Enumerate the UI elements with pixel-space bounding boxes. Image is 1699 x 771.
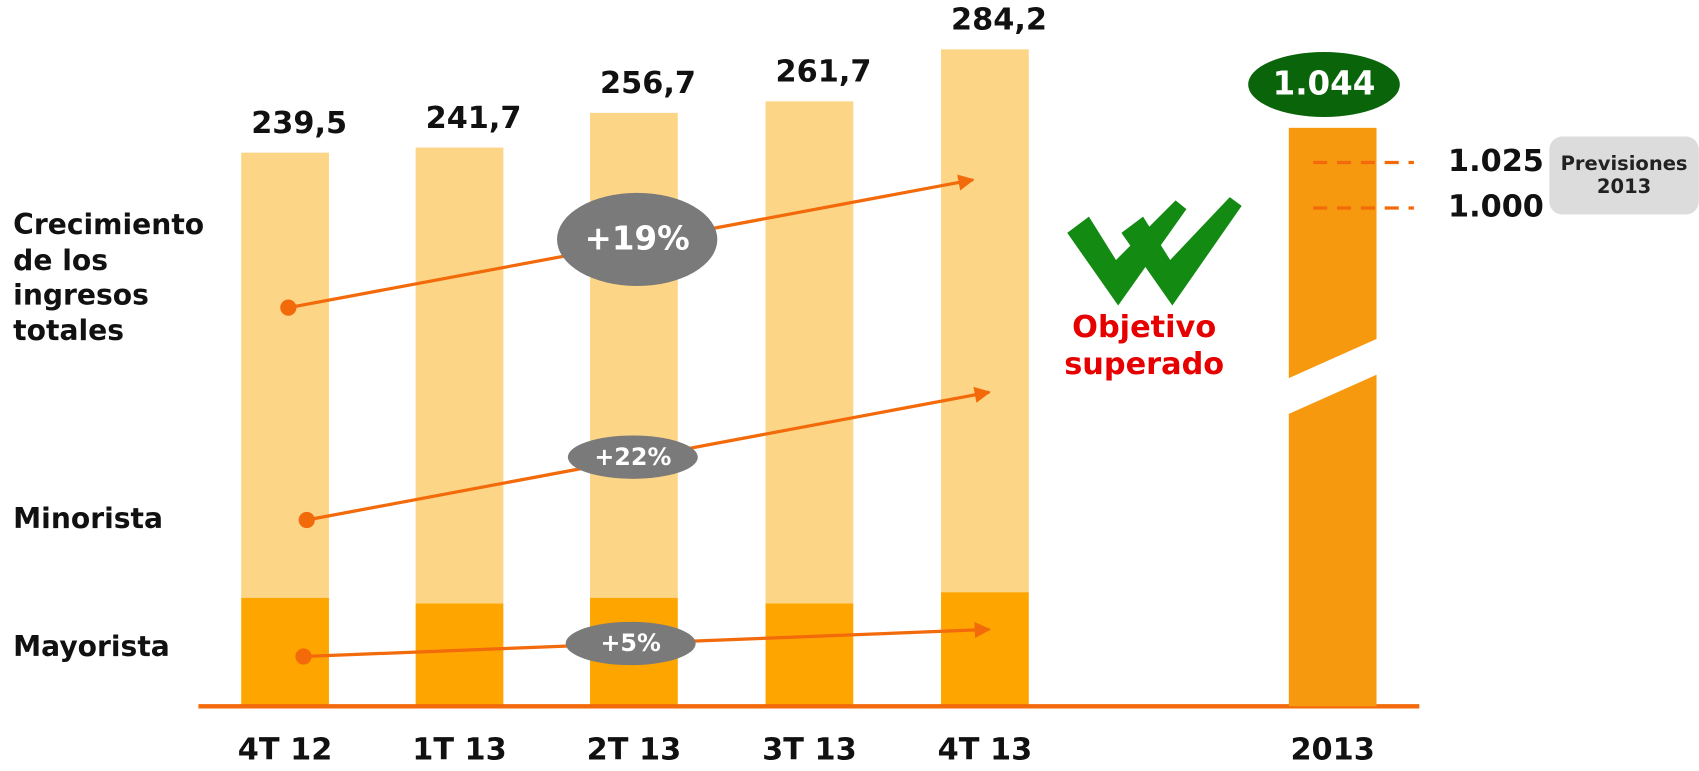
bar-segment <box>241 152 329 598</box>
annual-bar <box>1288 127 1377 707</box>
bar-segment <box>415 147 504 604</box>
bar-segment <box>415 603 504 707</box>
x-tick-label: 4T 12 <box>238 732 333 767</box>
check <box>1067 200 1187 306</box>
target-label: 1.000 <box>1448 189 1544 224</box>
total-label: 261,7 <box>776 55 872 90</box>
total-label: 284,2 <box>951 3 1047 38</box>
annotation: Objetivo superado <box>1064 308 1225 382</box>
bar-segment <box>941 49 1029 593</box>
check-marks <box>1067 197 1242 306</box>
growth-label: +19% <box>585 220 690 258</box>
growth-bubble <box>567 435 698 479</box>
total-label: 241,7 <box>426 101 522 136</box>
target-box-text: Previsiones 2013 <box>1560 152 1688 199</box>
target-name: Previsiones 2013 <box>1560 152 1688 199</box>
arrow-dot <box>298 511 315 529</box>
x-tick-label: 2013 <box>1290 732 1374 767</box>
arrow-dot <box>280 299 297 316</box>
growth-label: +5% <box>600 629 661 657</box>
x-tick-label: 2T 13 <box>587 732 682 767</box>
target-label: 1.025 <box>1448 144 1544 179</box>
target-box <box>1549 136 1699 215</box>
total-label: 239,5 <box>251 106 347 141</box>
growth-label: +22% <box>594 443 671 471</box>
series-label: Minorista <box>13 502 163 535</box>
arrow-dot <box>295 648 312 665</box>
growth-bubble <box>557 192 718 286</box>
total-label: 256,7 <box>600 66 696 101</box>
annual-bubble <box>1248 51 1400 117</box>
totals-name: Crecimiento de los ingresos totales <box>13 209 205 348</box>
bar-segment <box>765 101 854 604</box>
axis-break <box>1286 338 1379 415</box>
x-tick-label: 1T 13 <box>412 732 507 767</box>
totals-name-box: Crecimiento de los ingresos totales <box>13 209 205 348</box>
growth-bubble <box>565 621 696 666</box>
x-tick-label: 4T 13 <box>938 732 1033 767</box>
bar-segment <box>941 592 1029 707</box>
bar-segment <box>590 112 678 598</box>
annotation-box: Objetivo superado <box>1064 308 1225 382</box>
series-label: Mayorista <box>13 630 170 663</box>
check <box>1121 197 1242 306</box>
bar-segment <box>765 603 854 707</box>
bar-segment <box>241 597 329 707</box>
annual-label: 1.044 <box>1273 65 1376 103</box>
x-tick-label: 3T 13 <box>762 732 857 767</box>
